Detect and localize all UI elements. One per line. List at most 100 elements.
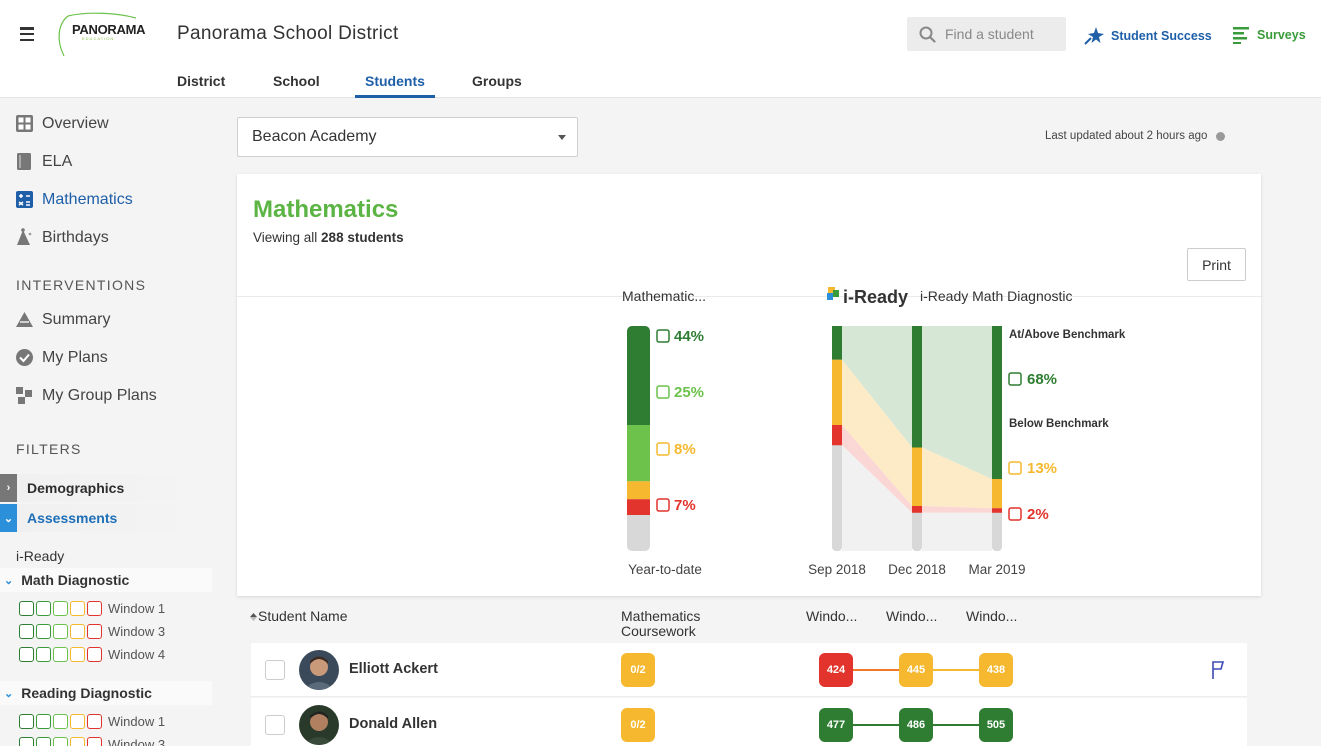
chevron-down-icon: ⌄ xyxy=(0,504,17,532)
window-3-header[interactable]: Windo... xyxy=(966,608,1018,624)
checkbox[interactable] xyxy=(19,647,34,662)
iready-flow-band xyxy=(922,512,992,551)
checkbox[interactable] xyxy=(53,647,68,662)
checkbox-icon xyxy=(656,385,670,399)
checkbox[interactable] xyxy=(87,737,102,746)
checkbox[interactable] xyxy=(36,601,51,616)
iready-bars xyxy=(832,326,1002,551)
coursework-bar xyxy=(627,326,650,551)
sidebar-item-my-group-plans[interactable]: My Group Plans xyxy=(15,386,157,405)
checkbox[interactable] xyxy=(36,737,51,746)
reading-diagnostic-toggle[interactable]: ⌄ Reading Diagnostic xyxy=(0,681,212,705)
coursework-badge[interactable]: 0/2 xyxy=(621,708,655,742)
checkbox[interactable] xyxy=(36,624,51,639)
coursework-labels: 44% 25% 8% 7% xyxy=(656,328,704,514)
checkbox[interactable] xyxy=(53,624,68,639)
hamburger-menu-icon[interactable] xyxy=(20,27,34,41)
score-badge[interactable]: 424 xyxy=(819,653,853,687)
sidebar-item-mathematics[interactable]: Mathematics xyxy=(15,190,133,209)
window-1-header[interactable]: Windo... xyxy=(806,608,858,624)
iready-header: i-Ready Math Diagnostic xyxy=(920,288,1073,304)
score-badge[interactable]: 445 xyxy=(899,653,933,687)
row-checkbox[interactable] xyxy=(265,660,285,680)
coursework-badge[interactable]: 0/2 xyxy=(621,653,655,687)
star-burst-icon xyxy=(1084,27,1104,45)
score-badge[interactable]: 505 xyxy=(979,708,1013,742)
checkbox[interactable] xyxy=(70,647,85,662)
score-badge[interactable]: 438 xyxy=(979,653,1013,687)
coursework-percent: 25% xyxy=(674,384,704,401)
checkbox[interactable] xyxy=(19,737,34,746)
checkbox[interactable] xyxy=(87,624,102,639)
checkbox[interactable] xyxy=(53,737,68,746)
below-label: Below Benchmark xyxy=(1009,418,1109,430)
student-name-header[interactable]: Student Name xyxy=(249,609,348,624)
coursework-segment xyxy=(627,481,650,500)
math-window-4-filter[interactable]: Window 4 xyxy=(19,647,165,662)
coursework-header-col[interactable]: Mathematics Coursework xyxy=(621,609,700,639)
math-window-1-filter[interactable]: Window 1 xyxy=(19,601,165,616)
iready-percent: 13% xyxy=(1027,460,1057,477)
checkbox[interactable] xyxy=(87,601,102,616)
flag-icon[interactable] xyxy=(1211,660,1225,680)
filter-assessments[interactable]: ⌄ Assessments xyxy=(0,504,212,532)
window-2-header[interactable]: Windo... xyxy=(886,608,938,624)
column-header-label: Student Name xyxy=(258,608,348,624)
iready-segment xyxy=(992,508,1002,513)
checkbox[interactable] xyxy=(70,737,85,746)
filters-heading: FILTERS xyxy=(16,441,82,457)
checkbox[interactable] xyxy=(70,601,85,616)
iready-x-labels: Sep 2018 Dec 2018 Mar 2019 xyxy=(808,562,1025,577)
tab-district[interactable]: District xyxy=(177,73,226,89)
score-badge[interactable]: 486 xyxy=(899,708,933,742)
student-success-link[interactable]: Student Success xyxy=(1084,26,1212,45)
checkbox[interactable] xyxy=(87,647,102,662)
filter-demographics[interactable]: › Demographics xyxy=(0,474,212,502)
checkbox[interactable] xyxy=(53,714,68,729)
iready-flow-band xyxy=(842,445,912,551)
checkbox[interactable] xyxy=(19,624,34,639)
checkbox[interactable] xyxy=(53,601,68,616)
search-input[interactable] xyxy=(945,26,1055,42)
coursework-segment xyxy=(627,425,650,482)
table-row: Donald Allen 0/2 477 486 505 xyxy=(251,698,1247,746)
school-select[interactable]: Beacon Academy xyxy=(237,117,578,157)
student-search[interactable] xyxy=(907,17,1066,51)
info-icon[interactable] xyxy=(1216,131,1226,141)
filter-label: Demographics xyxy=(27,480,125,496)
checkbox-icon xyxy=(656,442,670,456)
sidebar-item-ela[interactable]: ELA xyxy=(15,152,72,171)
checkbox[interactable] xyxy=(19,601,34,616)
math-window-3-filter[interactable]: Window 3 xyxy=(19,624,165,639)
panorama-logo-icon[interactable] xyxy=(54,10,150,60)
student-name[interactable]: Donald Allen xyxy=(349,716,438,732)
card-title: Mathematics xyxy=(253,196,399,223)
checkbox[interactable] xyxy=(70,624,85,639)
coursework-header: Mathematic... xyxy=(622,288,706,304)
sidebar-item-summary[interactable]: Summary xyxy=(15,310,110,329)
checkbox[interactable] xyxy=(19,714,34,729)
reading-window-3-filter[interactable]: Window 3 xyxy=(19,737,165,746)
iready-flow-band xyxy=(842,326,912,448)
checkbox[interactable] xyxy=(36,647,51,662)
caret-down-icon xyxy=(558,135,566,140)
tab-school[interactable]: School xyxy=(273,73,320,89)
math-diagnostic-toggle[interactable]: ⌄ Math Diagnostic xyxy=(0,568,212,592)
score-badge[interactable]: 477 xyxy=(819,708,853,742)
checkbox-icon xyxy=(1008,507,1022,521)
row-checkbox[interactable] xyxy=(265,715,285,735)
checkbox[interactable] xyxy=(87,714,102,729)
tab-groups[interactable]: Groups xyxy=(472,73,522,89)
sidebar-item-my-plans[interactable]: My Plans xyxy=(15,348,108,367)
sidebar-item-overview[interactable]: Overview xyxy=(15,114,109,133)
tab-students[interactable]: Students xyxy=(355,73,435,98)
window-label: Window 3 xyxy=(108,624,166,639)
checkbox[interactable] xyxy=(70,714,85,729)
surveys-link[interactable]: Surveys xyxy=(1233,26,1306,44)
mathematics-charts: Mathematic... 44% 25% 8% 7% Year-to-date i-… xyxy=(622,287,1126,577)
student-name[interactable]: Elliott Ackert xyxy=(349,661,438,677)
sidebar-item-birthdays[interactable]: Birthdays xyxy=(15,228,109,247)
reading-window-1-filter[interactable]: Window 1 xyxy=(19,714,165,729)
checkbox[interactable] xyxy=(36,714,51,729)
print-button[interactable]: Print xyxy=(1187,248,1246,281)
